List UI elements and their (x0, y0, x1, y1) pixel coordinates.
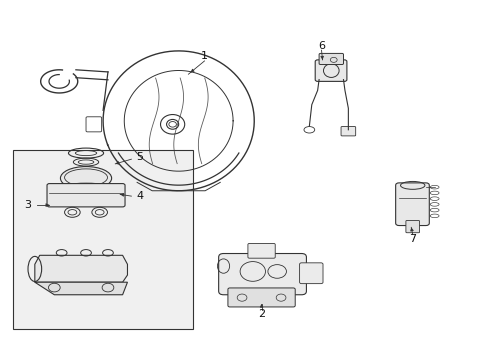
FancyBboxPatch shape (340, 127, 355, 136)
FancyBboxPatch shape (395, 183, 428, 226)
FancyBboxPatch shape (315, 60, 346, 81)
FancyBboxPatch shape (227, 288, 295, 307)
Text: 1: 1 (201, 51, 207, 61)
Ellipse shape (61, 167, 111, 190)
FancyBboxPatch shape (299, 263, 323, 284)
Text: 3: 3 (24, 200, 31, 210)
FancyBboxPatch shape (247, 243, 275, 258)
Text: 5: 5 (136, 152, 143, 162)
FancyBboxPatch shape (319, 53, 343, 64)
Polygon shape (35, 255, 127, 282)
FancyBboxPatch shape (47, 184, 125, 207)
Text: 2: 2 (258, 310, 264, 319)
Text: 7: 7 (408, 234, 415, 244)
FancyBboxPatch shape (13, 149, 193, 329)
Polygon shape (35, 282, 127, 295)
Text: 4: 4 (136, 191, 143, 201)
Text: 6: 6 (317, 41, 325, 50)
FancyBboxPatch shape (218, 253, 306, 295)
FancyBboxPatch shape (86, 117, 102, 132)
FancyBboxPatch shape (405, 221, 419, 233)
